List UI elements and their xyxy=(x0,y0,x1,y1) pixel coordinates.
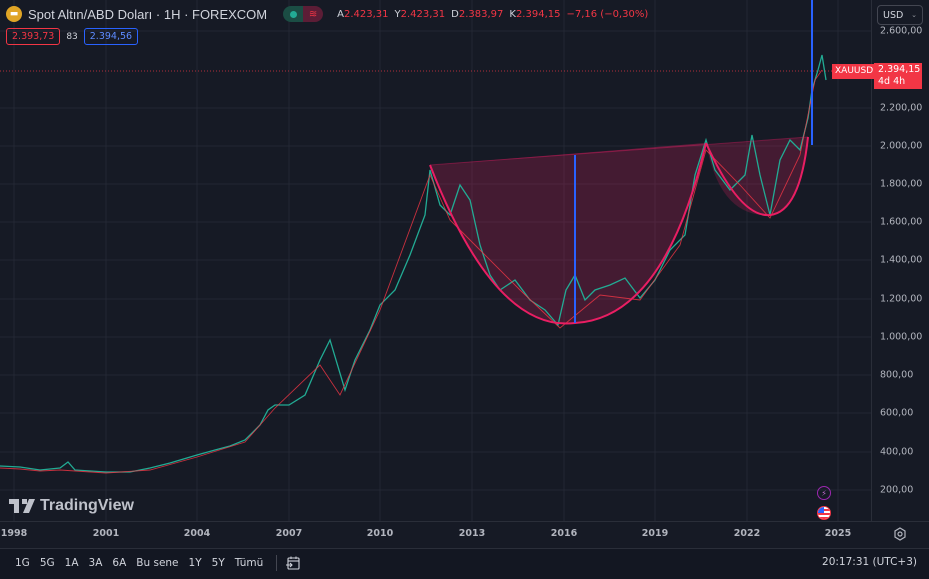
range-3m-button[interactable]: 3A xyxy=(88,557,103,569)
buy-button[interactable]: 2.394,56 xyxy=(83,28,139,45)
us-flag-event-icon[interactable] xyxy=(817,506,831,520)
gold-bars-icon: ▬ xyxy=(6,6,22,22)
range-ytd-button[interactable]: Bu sene xyxy=(136,557,179,569)
market-status-pill[interactable]: ≋ xyxy=(283,6,324,22)
current-price-label: 2.394,15 4d 4h xyxy=(874,63,922,89)
range-5y-button[interactable]: 5Y xyxy=(211,557,225,569)
settings-gear-icon[interactable] xyxy=(893,527,907,541)
price-change: −7,16 (−0,30%) xyxy=(566,8,649,20)
sell-button[interactable]: 2.393,73 xyxy=(6,28,61,45)
price-plot[interactable] xyxy=(0,0,871,521)
currency-selector[interactable]: USD ⌄ xyxy=(877,5,923,25)
range-1m-button[interactable]: 1A xyxy=(64,557,79,569)
price-series xyxy=(0,54,827,473)
cup-main-fill xyxy=(430,143,706,324)
market-open-dot-icon xyxy=(283,6,304,22)
tradingview-watermark: TradingView xyxy=(9,497,134,515)
range-6m-button[interactable]: 6A xyxy=(112,557,127,569)
divider xyxy=(276,555,278,571)
chart-pane[interactable]: ▬ Spot Altın/ABD Doları · 1H · FOREXCOM … xyxy=(0,0,871,521)
range-1y-button[interactable]: 1Y xyxy=(188,557,202,569)
tradingview-logo-icon xyxy=(9,499,35,513)
symbol-price-label: XAUUSD xyxy=(832,64,877,79)
indicator-glyph-icon: ≋ xyxy=(303,6,324,22)
lightning-event-icon[interactable]: ⚡ xyxy=(817,486,831,500)
calendar-arrow-icon[interactable] xyxy=(285,555,301,571)
symbol-title[interactable]: Spot Altın/ABD Doları · 1H · FOREXCOM xyxy=(28,6,268,22)
range-5d-button[interactable]: 5G xyxy=(39,557,55,569)
time-axis[interactable]: 1998 2001 2004 2007 2010 2013 2016 2019 … xyxy=(0,521,929,548)
bid-ask-panel: 2.393,73 83 2.394,56 xyxy=(6,28,139,45)
range-all-button[interactable]: Tümü xyxy=(234,557,264,569)
symbol-legend: ▬ Spot Altın/ABD Doları · 1H · FOREXCOM … xyxy=(6,6,648,22)
date-range-selector: 1G 5G 1A 3A 6A Bu sene 1Y 5Y Tümü xyxy=(10,555,301,571)
chevron-down-icon: ⌄ xyxy=(911,11,917,19)
range-1d-button[interactable]: 1G xyxy=(15,557,30,569)
bottom-toolbar: 1G 5G 1A 3A 6A Bu sene 1Y 5Y Tümü 20:17:… xyxy=(0,548,929,579)
spread-value: 83 xyxy=(66,31,78,42)
neckline xyxy=(429,136,809,166)
handle-curve xyxy=(705,136,809,217)
ohlc-values: A2.423,31 Y2.423,31 D2.383,97 K2.394,15 … xyxy=(337,8,649,20)
grid-lines xyxy=(0,0,871,521)
clock-timezone[interactable]: 20:17:31 (UTC+3) xyxy=(822,556,917,568)
